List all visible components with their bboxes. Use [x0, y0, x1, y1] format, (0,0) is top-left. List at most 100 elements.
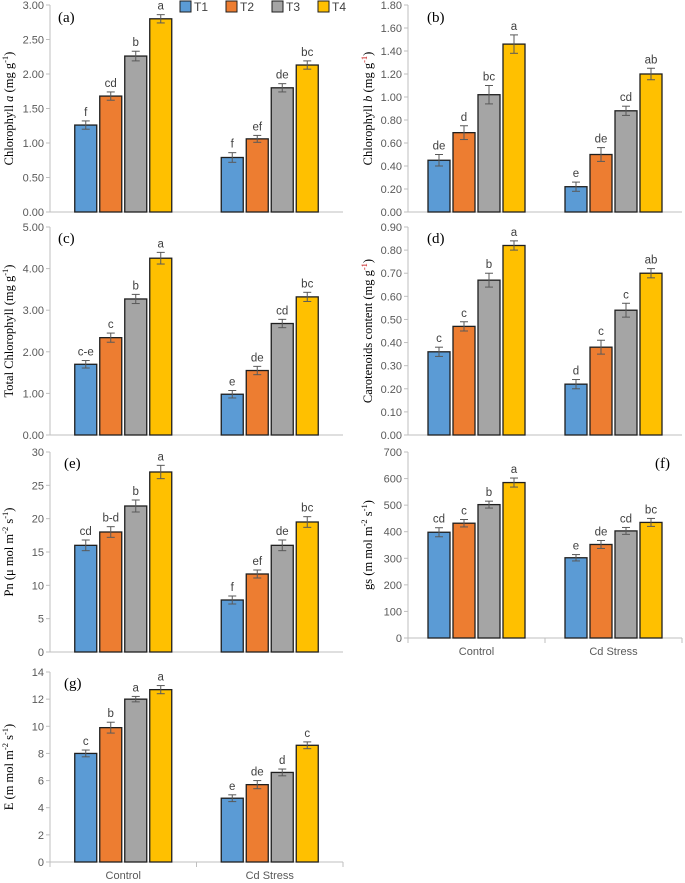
- significance-letter: e: [573, 168, 579, 180]
- bar-t3-cd-stress: [270, 771, 294, 863]
- significance-letter: d: [279, 755, 285, 767]
- significance-letter: c: [461, 505, 467, 517]
- bar-t3-cd-stress: [270, 87, 294, 213]
- significance-letter: a: [158, 672, 165, 684]
- panel-label: (c): [58, 231, 75, 247]
- bar-t2-cd-stress: [245, 783, 269, 863]
- chart-panel-g: 0 2 4 6 8 10 12 14 c b a a Control e de d c Cd Stress (g) E…: [0, 667, 344, 882]
- y-tick-label: 1.00: [23, 138, 44, 150]
- significance-letter: f: [231, 139, 235, 151]
- significance-letter: a: [158, 1, 165, 13]
- y-tick-label: 1.80: [381, 0, 402, 12]
- y-tick-label: 5.00: [23, 222, 44, 234]
- y-tick-label: 1.60: [381, 23, 402, 35]
- legend: T1 T2 T3 T4: [179, 0, 346, 14]
- bar-t2-control: [99, 337, 123, 436]
- chart-panel-b: 0.00 0.20 0.40 0.60 0.80 1.00 1.20 1.40 1.60 1.80…: [359, 0, 682, 219]
- legend-swatch-t2: [225, 0, 238, 13]
- bar-t3-control: [124, 698, 148, 863]
- y-tick-label: 0.20: [381, 184, 402, 196]
- significance-letter: a: [133, 682, 140, 694]
- y-tick-label: 0.40: [381, 338, 402, 350]
- y-tick-label: 300: [384, 553, 402, 565]
- bar-t4-cd-stress: [639, 73, 663, 213]
- significance-letter: a: [158, 238, 165, 250]
- significance-letter: cd: [620, 513, 632, 525]
- bar-t4-control: [149, 688, 173, 863]
- bar-t1-control: [74, 124, 98, 213]
- panel-label: (g): [64, 676, 82, 692]
- bar-t3-cd-stress: [614, 110, 638, 213]
- y-tick-label: 0.50: [23, 173, 44, 185]
- y-tick-label: 0.80: [381, 245, 402, 257]
- bar-t4-control: [502, 244, 526, 436]
- significance-letter: e: [573, 541, 579, 553]
- bar-t4-control: [149, 471, 173, 653]
- y-tick-label: 15: [32, 547, 44, 559]
- y-tick-label: 0: [396, 633, 402, 645]
- significance-letter: bc: [483, 72, 495, 84]
- y-tick-label: 1.00: [381, 92, 402, 104]
- y-axis-title: Pn (μ mol m-2 s-1): [0, 508, 16, 597]
- y-tick-label: 2.50: [23, 35, 44, 47]
- significance-letter: cd: [620, 92, 632, 104]
- bar-t2-control: [452, 325, 476, 436]
- y-tick-label: 4: [38, 803, 44, 815]
- y-tick-label: 10: [32, 580, 44, 592]
- y-tick-label: 400: [384, 527, 402, 539]
- bar-t3-cd-stress: [270, 322, 294, 436]
- bar-t4-control: [502, 43, 526, 213]
- significance-letter: f: [84, 107, 88, 119]
- bar-t4-control: [502, 481, 526, 639]
- bar-t2-cd-stress: [245, 369, 269, 436]
- y-tick-label: 0.90: [381, 222, 402, 234]
- y-axis-title: gs (m mol m-2 s-1): [359, 500, 375, 590]
- bar-t3-cd-stress: [614, 309, 638, 436]
- significance-letter: cd: [276, 305, 288, 317]
- significance-letter: b: [133, 37, 139, 49]
- bar-t1-control: [74, 544, 98, 653]
- y-tick-label: 2.00: [23, 69, 44, 81]
- significance-letter: d: [573, 366, 579, 378]
- bar-t3-control: [124, 298, 148, 436]
- bar-t2-control: [99, 95, 123, 213]
- y-tick-label: 6: [38, 776, 44, 788]
- bar-t2-control: [99, 726, 123, 863]
- y-axis-title: E (m mol m-2 s-1): [0, 724, 16, 810]
- significance-letter: c: [623, 289, 629, 301]
- panel-label: (f): [655, 456, 670, 472]
- significance-letter: b: [486, 259, 492, 271]
- significance-letter: b: [133, 280, 139, 292]
- significance-letter: a: [511, 21, 518, 33]
- significance-letter: ef: [252, 121, 262, 133]
- bar-t1-cd-stress: [564, 557, 588, 639]
- significance-letter: b: [133, 486, 139, 498]
- bar-t1-control: [427, 159, 451, 213]
- bar-t2-cd-stress: [245, 138, 269, 213]
- y-tick-label: 1.20: [381, 69, 402, 81]
- significance-letter: de: [251, 352, 264, 364]
- bar-t3-control: [124, 505, 148, 653]
- legend-swatch-t4: [317, 0, 330, 13]
- y-tick-label: 20: [32, 514, 44, 526]
- y-tick-label: 12: [32, 694, 44, 706]
- bar-t3-control: [477, 503, 501, 639]
- x-tick-label: Control: [106, 870, 141, 882]
- bar-t4-cd-stress: [295, 296, 319, 436]
- bar-t3-control: [124, 55, 148, 213]
- y-tick-label: 100: [384, 606, 402, 618]
- bar-t1-control: [427, 531, 451, 639]
- bar-t2-cd-stress: [589, 543, 613, 639]
- y-tick-label: 0.80: [381, 115, 402, 127]
- significance-letter: c: [108, 319, 114, 331]
- bar-t3-cd-stress: [270, 544, 294, 653]
- y-tick-label: 0.60: [381, 291, 402, 303]
- legend-label-t3: T3: [286, 0, 300, 14]
- y-tick-label: 8: [38, 748, 44, 760]
- bar-t2-control: [99, 531, 123, 653]
- y-tick-label: 0.70: [381, 268, 402, 280]
- y-tick-label: 0.20: [381, 384, 402, 396]
- y-tick-label: 2: [38, 830, 44, 842]
- y-tick-label: 30: [32, 447, 44, 459]
